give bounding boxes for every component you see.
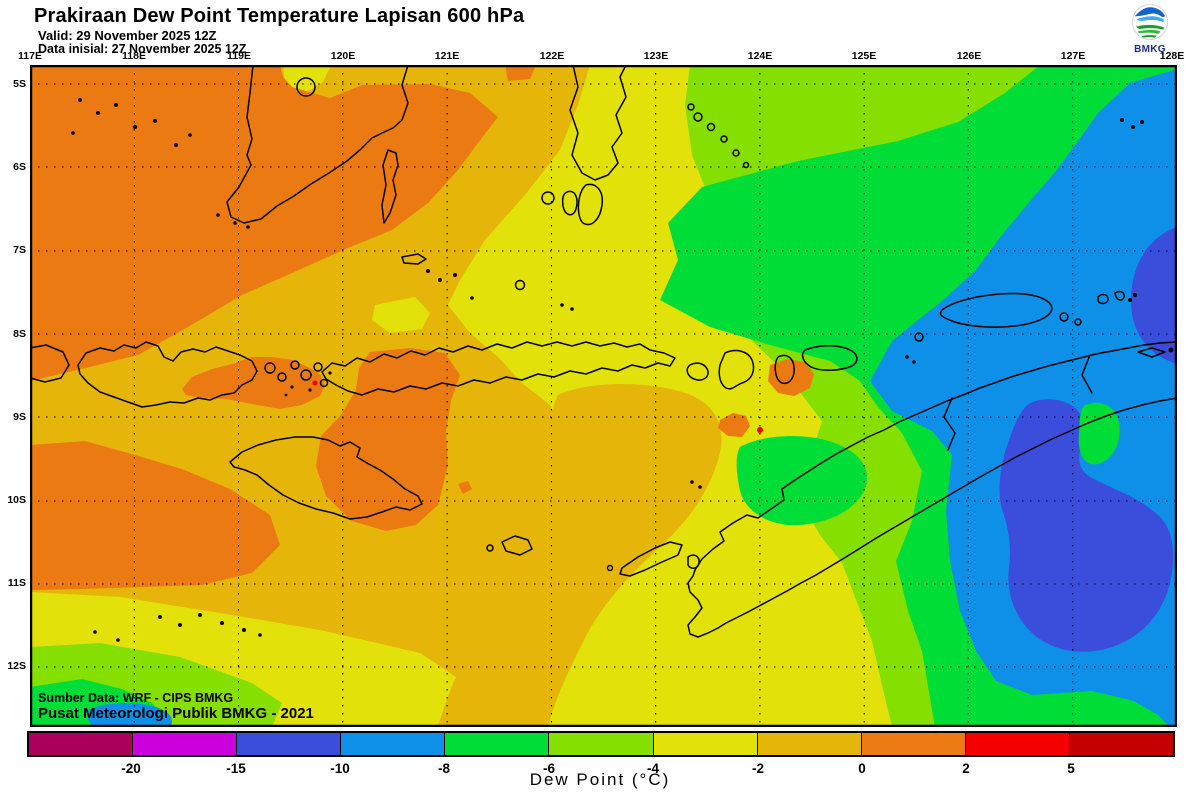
- lon-tick-label: 119E: [227, 50, 251, 62]
- contour-orange: [316, 348, 460, 531]
- contour-orange: [458, 481, 472, 494]
- colorbar-tick: -10: [330, 761, 350, 776]
- contour-green: [1078, 402, 1120, 465]
- contour-red-spot: [312, 380, 318, 386]
- lon-tick-label: 125E: [851, 50, 877, 62]
- contour-orange: [30, 441, 280, 590]
- forecast-map: Sumber Data: WRF - CIPS BMKG Pusat Meteo…: [29, 64, 1178, 728]
- contour-orange: [718, 413, 750, 437]
- lat-tick-label: 11S: [7, 577, 26, 589]
- init-time-label: Data inisial: 27 November 2025 12Z: [38, 42, 247, 56]
- bmkg-logo: BMKG: [1128, 3, 1172, 55]
- lon-tick-label: 118E: [122, 50, 146, 62]
- map-frame: [29, 64, 1178, 728]
- contour-orange: [768, 359, 814, 396]
- lon-tick-label: 128E: [1159, 50, 1185, 62]
- contour-blue: [999, 399, 1174, 652]
- colorbar-tick: 2: [962, 761, 970, 776]
- lat-tick-label: 8S: [13, 328, 26, 340]
- dewpoint-contour-map: [29, 64, 1178, 728]
- contour-orange: [30, 65, 498, 381]
- lon-tick-label: 123E: [643, 50, 669, 62]
- lat-tick-label: 6S: [13, 161, 26, 173]
- colorbar: [27, 731, 1175, 757]
- lat-tick-label: 7S: [13, 244, 26, 256]
- colorbar-title: Dew Point (°C): [529, 770, 671, 789]
- contour-orange: [505, 65, 536, 81]
- valid-time-label: Valid: 29 November 2025 12Z: [38, 28, 217, 43]
- colorbar-tick: -15: [226, 761, 246, 776]
- colorbar-tick: -8: [437, 761, 451, 776]
- colorbar-tick: -6: [542, 761, 556, 776]
- colorbar-tick: 0: [858, 761, 866, 776]
- page-title: Prakiraan Dew Point Temperature Lapisan …: [34, 5, 525, 27]
- contour-lightblue: [87, 703, 173, 727]
- lon-tick-label: 126E: [956, 50, 982, 62]
- colorbar-segment: [861, 733, 966, 755]
- colorbar-segment: [757, 733, 862, 755]
- bmkg-logo-icon: [1131, 3, 1169, 41]
- lon-tick-label: 121E: [434, 50, 460, 62]
- contour-blue: [1130, 227, 1177, 364]
- source-data-label: Sumber Data: WRF - CIPS BMKG: [38, 691, 234, 705]
- colorbar-segment: [341, 733, 446, 755]
- lon-tick-label: 127E: [1060, 50, 1086, 62]
- colorbar-segment: [1069, 733, 1174, 755]
- lat-tick-label: 10S: [7, 494, 26, 506]
- contour-red-spot: [757, 427, 763, 433]
- lon-tick-label: 122E: [539, 50, 565, 62]
- colorbar-segment: [653, 733, 758, 755]
- lat-tick-label: 12S: [7, 660, 26, 672]
- lon-tick-label: 124E: [747, 50, 773, 62]
- lon-tick-label: 117E: [18, 50, 42, 62]
- colorbar-tick: -4: [646, 761, 660, 776]
- colorbar-segment: [549, 733, 654, 755]
- colorbar-tick: -20: [121, 761, 141, 776]
- contour-green: [736, 435, 868, 526]
- contour-yellow: [283, 65, 331, 95]
- contour-yellow: [372, 297, 430, 333]
- colorbar-tick: -2: [751, 761, 765, 776]
- lon-tick-label: 120E: [330, 50, 356, 62]
- colorbar-segment: [29, 733, 134, 755]
- lat-tick-label: 9S: [13, 411, 26, 423]
- colorbar-segment: [133, 733, 238, 755]
- contour-gold-patch: [438, 384, 722, 727]
- bmkg-logo-label: BMKG: [1134, 44, 1166, 55]
- publisher-label: Pusat Meteorologi Publik BMKG - 2021: [38, 705, 314, 722]
- lat-tick-label: 5S: [13, 78, 26, 90]
- coastlines: [29, 64, 1178, 642]
- colorbar-segment: [445, 733, 550, 755]
- colorbar-segment: [965, 733, 1070, 755]
- colorbar-segment: [237, 733, 342, 755]
- colorbar-tick: 5: [1067, 761, 1075, 776]
